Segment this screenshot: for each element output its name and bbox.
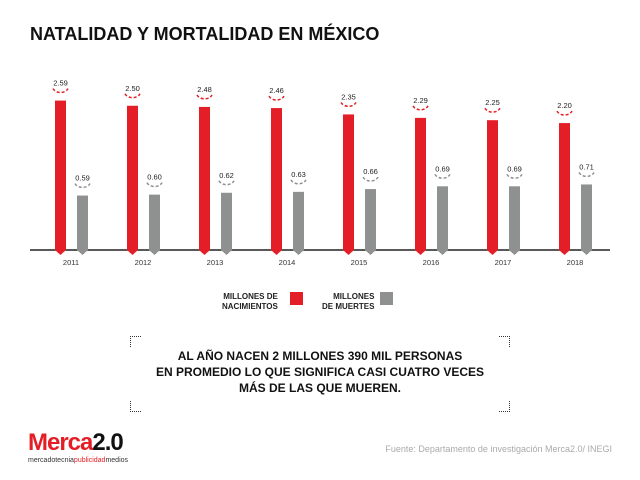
- data-label: 0.66: [363, 167, 378, 176]
- x-tick-label: 2012: [135, 258, 152, 267]
- data-label: 0.60: [147, 173, 162, 182]
- label-bracket: [146, 182, 163, 188]
- legend-births-label-2: NACIMIENTOS: [222, 302, 278, 311]
- bar-pointer: [221, 250, 232, 255]
- label-bracket: [52, 88, 69, 94]
- x-tick-label: 2017: [495, 258, 512, 267]
- bar-deaths-2014: [293, 191, 304, 250]
- source-note: Fuente: Departamento de investigación Me…: [385, 444, 612, 454]
- x-tick-label: 2018: [567, 258, 584, 267]
- bar-pointer: [559, 250, 570, 255]
- logo-brand-a: Merca: [28, 429, 93, 456]
- legend-births: MILLONES DE NACIMIENTOS: [222, 292, 278, 312]
- data-label: 0.62: [219, 171, 234, 180]
- bar-births-2015: [343, 114, 354, 250]
- data-label: 2.29: [413, 96, 428, 105]
- label-bracket: [268, 95, 285, 101]
- bar-births-2016: [415, 117, 426, 250]
- bar-deaths-2017: [509, 186, 520, 250]
- bar-pointer: [581, 250, 592, 255]
- data-label: 0.69: [435, 164, 450, 173]
- bar-pointer: [127, 250, 138, 255]
- data-label: 2.50: [125, 84, 140, 93]
- legend-births-swatch: [290, 292, 303, 305]
- label-bracket: [578, 172, 595, 178]
- label-bracket: [218, 180, 235, 186]
- data-label: 2.25: [485, 98, 500, 107]
- data-label: 0.59: [75, 174, 90, 183]
- bar-births-2014: [271, 108, 282, 250]
- data-label: 0.69: [507, 164, 522, 173]
- callout-line-3: MÁS DE LAS QUE MUEREN.: [238, 381, 401, 395]
- legend-deaths-swatch: [380, 292, 393, 305]
- label-bracket: [340, 102, 357, 108]
- data-label: 2.35: [341, 92, 356, 101]
- x-tick-label: 2016: [423, 258, 440, 267]
- label-bracket: [506, 173, 523, 179]
- bar-pointer: [293, 250, 304, 255]
- x-tick-label: 2014: [279, 258, 296, 267]
- callout-box: AL AÑO NACEN 2 MILLONES 390 MIL PERSONAS…: [130, 336, 510, 412]
- bar-pointer: [509, 250, 520, 255]
- bar-pointer: [271, 250, 282, 255]
- data-label: 0.63: [291, 170, 306, 179]
- legend-deaths: MILLONES DE MUERTES: [322, 292, 374, 312]
- data-label: 2.20: [557, 101, 572, 110]
- bar-deaths-2011: [77, 195, 88, 250]
- logo-tag-b: publicidad: [73, 457, 106, 464]
- chart-title: NATALIDAD Y MORTALIDAD EN MÉXICO: [30, 24, 380, 44]
- label-bracket: [434, 173, 451, 179]
- x-tick-label: 2011: [63, 258, 79, 267]
- logo-tag-a: mercadotecnia: [28, 457, 74, 464]
- callout-line-2: EN PROMEDIO LO QUE SIGNIFICA CASI CUATRO…: [155, 365, 485, 379]
- bar-pointer: [487, 250, 498, 255]
- bar-births-2011: [55, 100, 66, 250]
- bar-pointer: [199, 250, 210, 255]
- label-bracket: [362, 176, 379, 182]
- label-bracket: [290, 179, 307, 185]
- bar-births-2013: [199, 106, 210, 250]
- legend-births-label-1: MILLONES DE: [223, 292, 278, 301]
- label-bracket: [74, 183, 91, 189]
- label-bracket: [196, 94, 213, 100]
- merca20-logo: Merca2.0 mercadotecniapublicidadmedios: [28, 430, 128, 465]
- data-label: 0.71: [579, 162, 594, 171]
- x-tick-label: 2015: [351, 258, 368, 267]
- data-label: 2.59: [53, 79, 68, 88]
- bar-births-2018: [559, 123, 570, 250]
- x-tick-label: 2013: [207, 258, 224, 267]
- callout-line-1: AL AÑO NACEN 2 MILLONES 390 MIL PERSONAS: [177, 349, 463, 363]
- label-bracket: [484, 107, 501, 113]
- bar-pointer: [415, 250, 426, 255]
- label-bracket: [412, 105, 429, 111]
- bar-deaths-2016: [437, 186, 448, 250]
- bar-deaths-2015: [365, 189, 376, 250]
- label-bracket: [556, 110, 573, 116]
- bar-pointer: [343, 250, 354, 255]
- bar-births-2012: [127, 105, 138, 251]
- legend-deaths-label-2: DE MUERTES: [322, 302, 375, 311]
- bar-deaths-2018: [581, 184, 592, 250]
- bar-deaths-2013: [221, 192, 232, 250]
- bar-deaths-2012: [149, 194, 160, 250]
- data-label: 2.48: [197, 85, 212, 94]
- bar-chart: 2.59 0.59 2011 2.50 0.60 2012 2.48 0.62 2013 2.46…: [30, 78, 610, 268]
- logo-tag-c: medios: [105, 457, 129, 464]
- bar-pointer: [149, 250, 160, 255]
- logo-brand-b: 2.0: [92, 429, 123, 456]
- legend-deaths-label-1: MILLONES: [333, 292, 375, 301]
- data-label: 2.46: [269, 86, 284, 95]
- bar-births-2017: [487, 120, 498, 250]
- bar-pointer: [77, 250, 88, 255]
- bar-pointer: [437, 250, 448, 255]
- bar-pointer: [365, 250, 376, 255]
- bar-pointer: [55, 250, 66, 255]
- label-bracket: [124, 93, 141, 99]
